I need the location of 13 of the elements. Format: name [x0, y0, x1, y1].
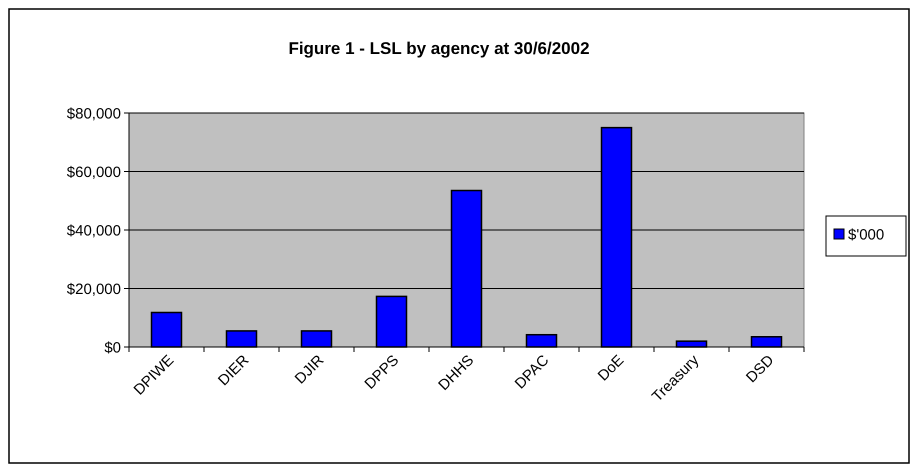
legend-label: $'000 — [848, 226, 884, 244]
bar — [226, 330, 258, 348]
bar — [750, 336, 782, 348]
y-tick-label: $20,000 — [66, 280, 121, 298]
bar — [300, 330, 332, 348]
y-tick-label: $60,000 — [66, 164, 121, 181]
bar — [376, 296, 408, 348]
chart-title: Figure 1 - LSL by agency at 30/6/2002 — [288, 39, 590, 58]
y-tick-label: $80,000 — [66, 105, 121, 122]
y-tick-label: $0 — [104, 339, 121, 356]
y-tick-label: $40,000 — [66, 222, 121, 240]
bar — [150, 312, 182, 348]
bar — [526, 334, 558, 348]
